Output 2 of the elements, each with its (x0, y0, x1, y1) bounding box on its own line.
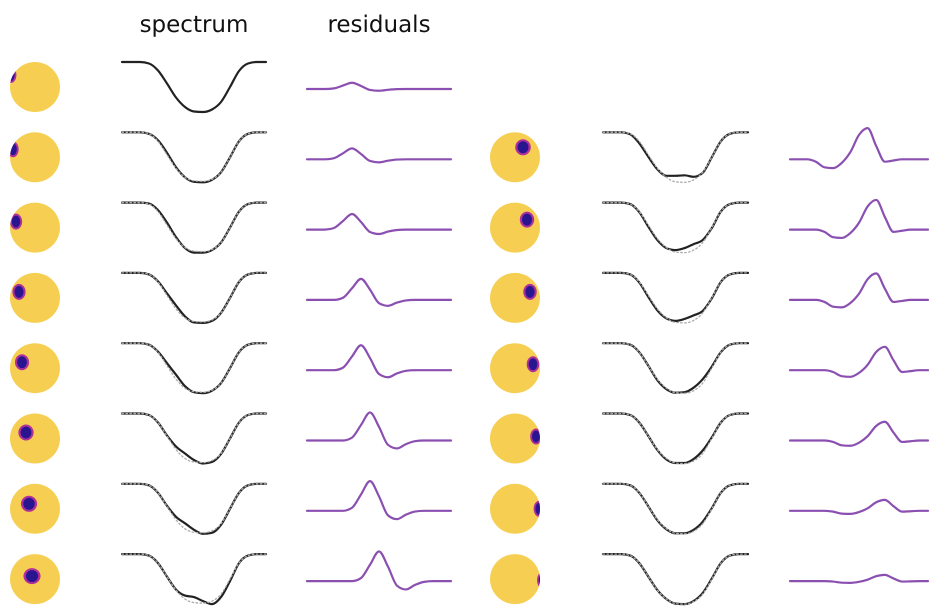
chart-title: spectrum (140, 12, 248, 38)
chart-title: residuals (327, 12, 431, 38)
